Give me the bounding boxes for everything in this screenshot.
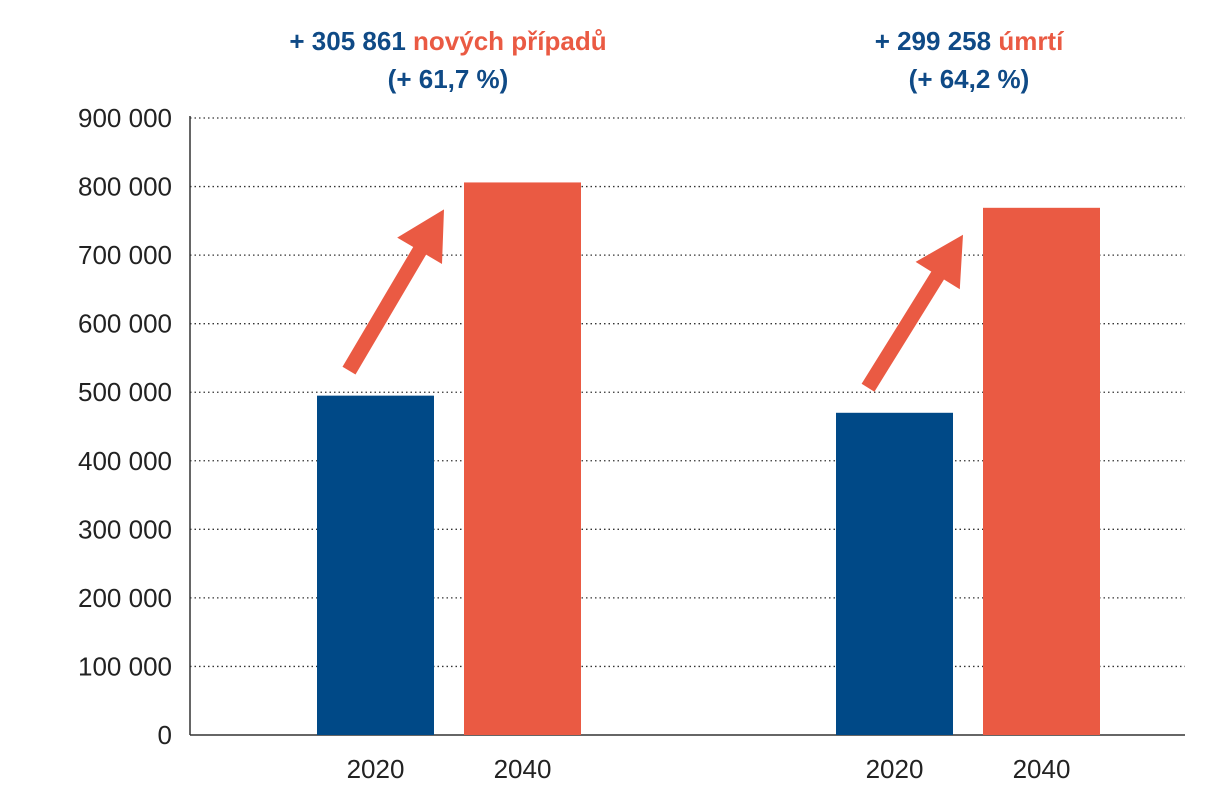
y-tick-label: 200 000 [78, 583, 172, 613]
annotation-deaths-pct: (+ 64,2 %) [908, 64, 1030, 94]
bar-deaths-2020 [836, 412, 953, 735]
x-tick-label: 2020 [347, 754, 405, 784]
bar-new-cases-2040 [464, 182, 581, 736]
y-tick-label: 700 000 [78, 240, 172, 270]
y-tick-label: 800 000 [78, 172, 172, 202]
annotation-new-cases-value: + 305 861 [289, 26, 406, 56]
annotation-new-cases: + 305 861 nových případů (+ 61,7 %) [289, 22, 606, 98]
y-tick-label: 400 000 [78, 446, 172, 476]
bar-deaths-2040 [983, 207, 1100, 735]
increase-arrow-icon [342, 209, 444, 375]
y-tick-label: 500 000 [78, 377, 172, 407]
y-tick-label: 300 000 [78, 514, 172, 544]
y-tick-label: 100 000 [78, 651, 172, 681]
annotation-deaths-label: úmrtí [998, 26, 1064, 56]
annotation-new-cases-line1: + 305 861 nových případů [289, 22, 606, 60]
annotation-new-cases-label: nových případů [413, 26, 607, 56]
y-tick-label: 900 000 [78, 103, 172, 133]
annotation-new-cases-pct: (+ 61,7 %) [387, 64, 509, 94]
x-tick-label: 2020 [866, 754, 924, 784]
y-tick-label: 600 000 [78, 309, 172, 339]
bar-new-cases-2020 [317, 395, 434, 735]
x-tick-label: 2040 [494, 754, 552, 784]
annotation-deaths: + 299 258 úmrtí (+ 64,2 %) [875, 22, 1064, 98]
annotation-deaths-line1: + 299 258 úmrtí [875, 22, 1064, 60]
y-tick-label: 0 [158, 720, 172, 750]
annotation-deaths-value: + 299 258 [874, 26, 992, 56]
increase-arrow-icon [861, 234, 963, 392]
x-tick-label: 2040 [1013, 754, 1071, 784]
